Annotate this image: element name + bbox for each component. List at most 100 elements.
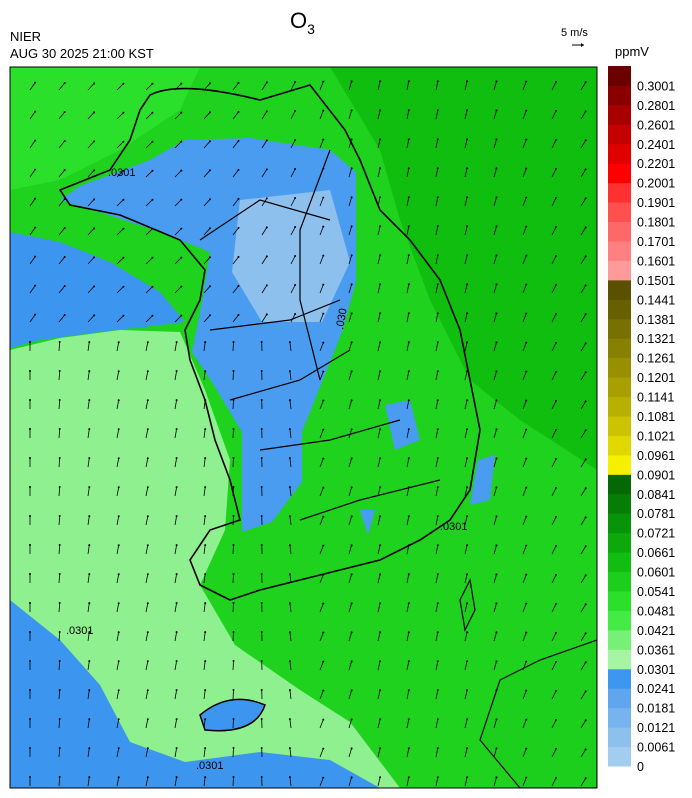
colorbar-label: 0.1441 <box>637 293 675 307</box>
wind-arrow-head <box>146 544 149 547</box>
wind-arrow <box>145 632 149 642</box>
wind-arrow-head <box>151 82 154 85</box>
wind-arrow <box>261 169 268 178</box>
wind-arrow <box>435 545 439 555</box>
wind-arrow <box>493 719 497 729</box>
wind-arrow-head <box>584 487 587 490</box>
contour-label: .0301 <box>440 521 468 533</box>
wind-arrow-head <box>232 341 235 343</box>
wind-arrow <box>493 284 497 294</box>
wind-arrow <box>58 140 66 149</box>
wind-arrow-head <box>555 631 557 634</box>
colorbar-label: 0.0361 <box>637 643 675 657</box>
colorbar-band <box>608 746 631 767</box>
wind-arrow <box>551 255 557 265</box>
wind-arrow <box>289 574 292 584</box>
wind-arrow-head <box>379 718 382 721</box>
wind-arrow-head <box>232 486 235 488</box>
wind-arrow-head <box>58 457 61 459</box>
wind-arrow <box>493 661 497 671</box>
wind-arrow-head <box>232 660 235 662</box>
wind-arrow-head <box>204 486 207 489</box>
wind-arrow-head <box>34 313 37 316</box>
wind-arrow-head <box>495 689 498 692</box>
colorbar-band <box>608 396 631 417</box>
wind-arrow-head <box>379 573 382 576</box>
wind-arrow-head <box>525 167 528 170</box>
wind-arrow-head <box>584 545 587 548</box>
wind-arrow <box>406 545 410 555</box>
wind-arrow-head <box>350 718 353 721</box>
wind-arrow <box>348 226 352 236</box>
wind-arrow <box>580 140 587 149</box>
wind-arrow-head <box>495 718 498 721</box>
wind-arrow <box>203 315 211 323</box>
colorbar-label: 0.1081 <box>637 410 675 424</box>
wind-arrow <box>58 544 61 555</box>
wind-arrow <box>377 400 381 410</box>
wind-arrow <box>203 170 211 178</box>
wind-arrow <box>232 747 234 758</box>
wind-arrow-head <box>407 283 410 286</box>
wind-arrow <box>348 603 352 613</box>
colorbar-band <box>608 66 631 86</box>
wind-arrow <box>493 632 497 642</box>
wind-arrow <box>87 112 95 120</box>
wind-arrow <box>203 458 206 468</box>
wind-arrow <box>58 169 66 178</box>
wind-arrow-head <box>146 399 149 402</box>
wind-arrow-head <box>122 256 125 259</box>
wind-arrow <box>493 487 497 497</box>
wind-arrow-head <box>436 515 439 518</box>
wind-arrow-head <box>260 747 263 749</box>
wind-arrow-head <box>232 776 235 778</box>
wind-arrow-head <box>88 776 91 779</box>
wind-arrow-head <box>63 227 66 229</box>
wind-arrow-head <box>466 660 469 663</box>
wind-arrow <box>377 632 381 642</box>
wind-arrow <box>116 199 124 207</box>
wind-arrow-head <box>122 140 125 143</box>
colorbar: 0 0.0061 0.0121 0.0181 0.0241 0.0301 0.0361 0.0… <box>608 66 675 774</box>
colorbar-label: 0.0121 <box>637 721 675 735</box>
wind-arrow-head <box>58 660 61 662</box>
wind-arrow-head <box>584 603 587 606</box>
wind-arrow <box>377 342 381 352</box>
wind-arrow-head <box>436 225 439 228</box>
wind-arrow-head <box>180 198 183 201</box>
wind-arrow <box>464 632 468 642</box>
wind-arrow-head <box>322 544 325 547</box>
wind-arrow <box>116 690 120 700</box>
colorbar-band <box>608 532 631 553</box>
wind-arrow-head <box>29 747 31 749</box>
wind-arrow-head <box>29 486 31 488</box>
wind-arrow <box>290 197 296 207</box>
east-area <box>330 67 597 470</box>
wind-arrow-head <box>379 167 382 170</box>
wind-arrow-head <box>555 225 557 228</box>
wind-arrow-head <box>204 573 207 576</box>
wind-arrow-head <box>146 689 149 692</box>
wind-arrow-head <box>407 225 410 228</box>
wind-arrow-head <box>180 111 183 114</box>
wind-arrow <box>348 632 352 642</box>
wind-arrow-head <box>436 776 439 779</box>
wind-arrow <box>522 603 527 613</box>
wind-arrow-head <box>322 312 325 315</box>
wind-arrow-head <box>350 341 353 344</box>
wind-arrow <box>319 719 324 729</box>
wind-arrow-head <box>93 227 96 230</box>
wind-arrow <box>145 315 153 323</box>
wind-arrow <box>406 400 410 410</box>
wind-arrow-head <box>407 428 410 431</box>
wind-arrow-head <box>436 312 439 315</box>
wind-arrow-head <box>117 486 120 489</box>
wind-arrow-head <box>407 167 410 170</box>
wind-arrow <box>522 81 527 91</box>
wind-arrow <box>174 574 177 584</box>
wind-arrow <box>377 226 381 236</box>
colorbar-band <box>608 629 631 650</box>
wind-arrow <box>174 603 177 613</box>
wind-arrow-head <box>288 515 291 518</box>
wind-arrow-head <box>146 660 149 663</box>
